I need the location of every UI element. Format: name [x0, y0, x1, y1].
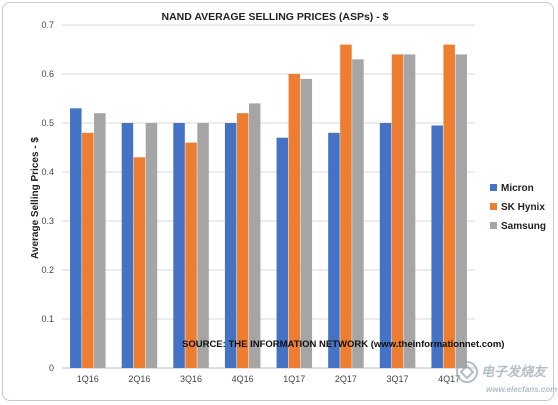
- y-tick-label: 0.2: [41, 265, 54, 275]
- legend-swatch: [490, 203, 497, 210]
- bar: [352, 59, 364, 369]
- bar: [300, 78, 313, 369]
- bar: [431, 125, 443, 368]
- bar: [391, 54, 404, 369]
- bar: [82, 132, 94, 368]
- x-tick-label: 3Q17: [387, 374, 409, 384]
- bar: [443, 44, 455, 368]
- bar: [70, 108, 82, 369]
- source-annotation: SOURCE: THE INFORMATION NETWORK (www.the…: [182, 339, 504, 350]
- y-tick-label: 0: [49, 363, 54, 373]
- x-tick-label: 4Q16: [232, 374, 254, 384]
- x-tick-label: 4Q17: [438, 374, 460, 384]
- legend: Micron SK Hynix Samsung: [490, 183, 546, 232]
- y-axis-label: Average Selling Prices - $: [30, 137, 41, 259]
- bar: [455, 54, 467, 369]
- legend-label: SK Hynix: [501, 202, 545, 213]
- bar: [173, 123, 185, 368]
- legend-swatch: [490, 222, 497, 229]
- y-tick-label: 0.3: [41, 216, 54, 226]
- legend-swatch: [490, 184, 497, 191]
- legend-label: Samsung: [501, 221, 546, 232]
- x-tick-labels: 1Q16 2Q16 3Q16 4Q16 1Q17 2Q17 3Q17 4Q17: [77, 374, 460, 384]
- bars: [70, 44, 467, 369]
- watermark: 电子发烧友 www.elecfans.com: [456, 361, 557, 394]
- bar: [133, 157, 146, 368]
- bar: [340, 44, 352, 368]
- bar: [145, 123, 158, 368]
- chart-title: NAND AVERAGE SELLING PRICES (ASPs) - $: [162, 11, 389, 23]
- bar: [379, 123, 392, 368]
- bar: [276, 137, 289, 368]
- bar: [197, 123, 209, 368]
- bar: [236, 113, 249, 368]
- watermark-logo-mark: [459, 364, 475, 380]
- legend-label: Micron: [501, 183, 534, 194]
- x-tick-label: 1Q17: [283, 374, 305, 384]
- x-tick-label: 2Q17: [335, 374, 357, 384]
- bar: [403, 54, 416, 369]
- bar: [185, 142, 197, 368]
- y-tick-label: 0.7: [41, 20, 54, 30]
- x-tick-label: 1Q16: [77, 374, 99, 384]
- watermark-subtext: www.elecfans.com: [486, 385, 557, 394]
- bar: [328, 132, 340, 368]
- y-tick-label: 0.1: [41, 314, 54, 324]
- y-tick-labels: 0 0.1 0.2 0.3 0.4 0.5 0.6 0.7: [41, 20, 54, 373]
- bar: [121, 123, 134, 368]
- y-tick-label: 0.4: [41, 167, 54, 177]
- x-tick-label: 2Q16: [128, 374, 150, 384]
- bar: [248, 103, 261, 369]
- bar: [224, 123, 237, 368]
- bar: [94, 113, 106, 368]
- x-tick-label: 3Q16: [180, 374, 202, 384]
- watermark-text: 电子发烧友: [481, 364, 548, 379]
- y-tick-label: 0.5: [41, 118, 54, 128]
- bar: [288, 74, 301, 368]
- y-tick-label: 0.6: [41, 69, 54, 79]
- watermark-logo-icon: [456, 361, 478, 383]
